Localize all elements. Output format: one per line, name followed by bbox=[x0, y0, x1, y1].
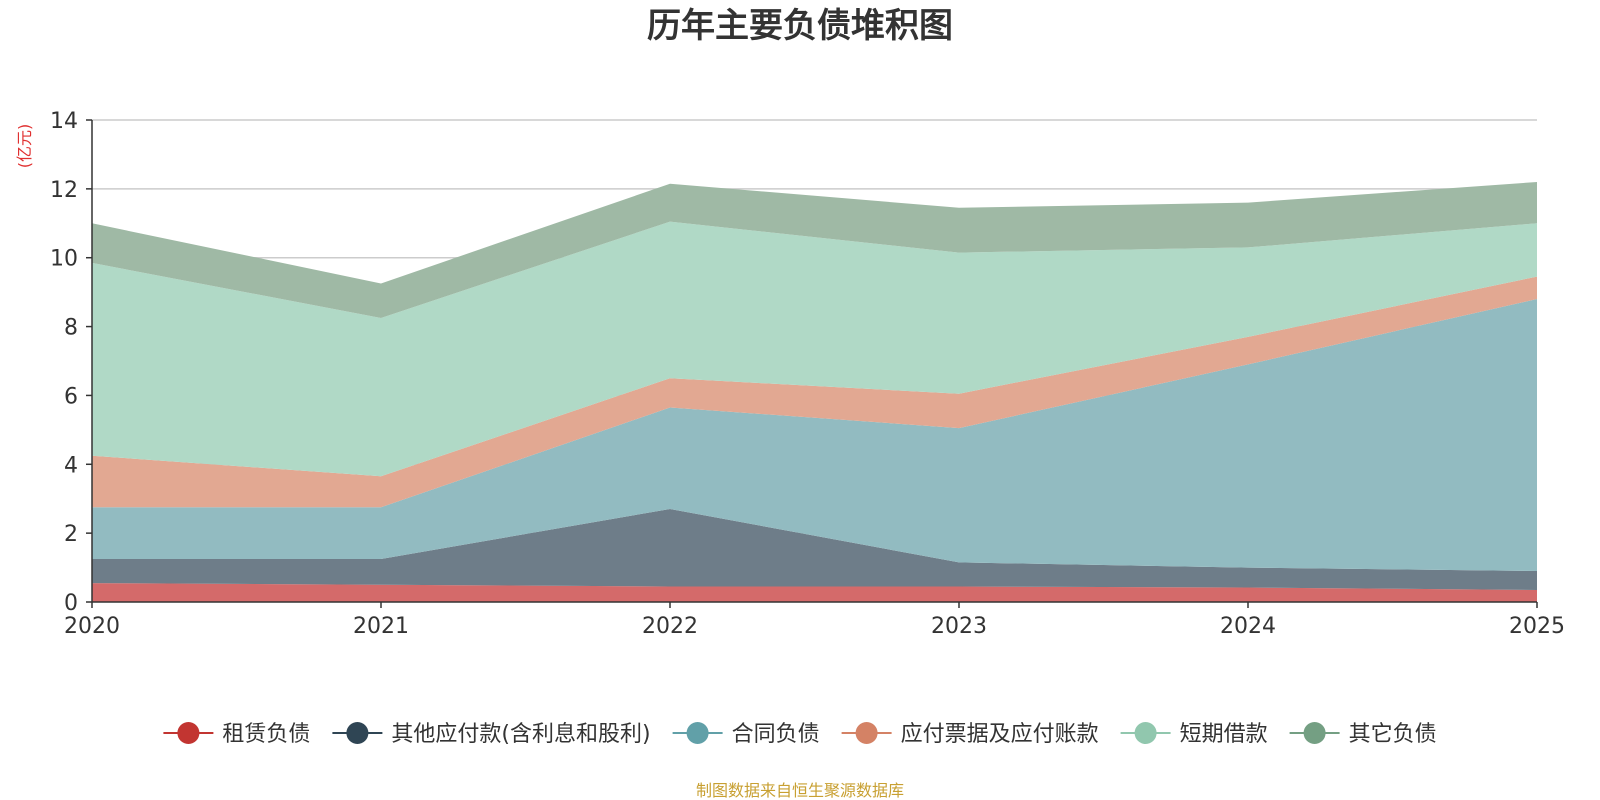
legend-marker-icon bbox=[686, 722, 709, 744]
y-tick-label: 10 bbox=[50, 247, 78, 272]
x-tick-label: 2022 bbox=[642, 614, 698, 639]
chart-title: 历年主要负债堆积图 bbox=[647, 6, 953, 46]
area-series-6[interactable] bbox=[92, 182, 1537, 318]
x-tick-label: 2025 bbox=[1509, 614, 1565, 639]
legend-item-2[interactable]: 其他应付款(含利息和股利) bbox=[332, 722, 651, 747]
legend-item-6[interactable]: 其它负债 bbox=[1289, 722, 1437, 747]
y-tick-label: 2 bbox=[64, 522, 78, 547]
y-tick-label: 4 bbox=[64, 453, 78, 478]
area-series-3[interactable] bbox=[92, 299, 1537, 571]
legend-marker-icon bbox=[855, 722, 878, 744]
legend-marker-icon bbox=[1303, 722, 1326, 744]
legend-marker-icon bbox=[177, 722, 200, 744]
legend-label: 合同负债 bbox=[732, 722, 820, 747]
legend-marker-icon bbox=[1134, 722, 1157, 744]
x-tick-label: 2020 bbox=[64, 614, 120, 639]
y-axis-ticks: 0 2 4 6 8 10 12 14 bbox=[50, 109, 92, 616]
legend-label: 短期借款 bbox=[1180, 722, 1268, 747]
area-series-2[interactable] bbox=[92, 509, 1537, 590]
legend-label: 应付票据及应付账款 bbox=[901, 722, 1099, 747]
x-tick-label: 2023 bbox=[931, 614, 987, 639]
area-series-5[interactable] bbox=[92, 221, 1537, 477]
area-series-1[interactable] bbox=[92, 583, 1537, 602]
area-layer bbox=[92, 182, 1537, 602]
area-series-4[interactable] bbox=[92, 276, 1537, 508]
legend-item-5[interactable]: 短期借款 bbox=[1120, 722, 1268, 747]
legend-item-1[interactable]: 租赁负债 bbox=[163, 722, 310, 747]
x-axis-ticks: 2020 2021 2022 2023 2024 2025 bbox=[64, 602, 1565, 639]
y-axis-unit-label: (亿元) bbox=[15, 124, 34, 169]
legend: 租赁负债 其他应付款(含利息和股利) 合同负债 应付票据及应付账款 短期借款 其它负债 bbox=[163, 722, 1437, 747]
y-tick-label: 12 bbox=[50, 178, 78, 203]
y-tick-label: 8 bbox=[64, 316, 78, 341]
legend-marker-icon bbox=[346, 722, 369, 744]
y-tick-label: 14 bbox=[50, 109, 78, 134]
legend-label: 其他应付款(含利息和股利) bbox=[391, 722, 650, 747]
legend-label: 其它负债 bbox=[1349, 722, 1437, 747]
x-tick-label: 2024 bbox=[1220, 614, 1276, 639]
y-tick-label: 0 bbox=[64, 591, 78, 616]
y-tick-label: 6 bbox=[64, 384, 78, 409]
legend-label: 租赁负债 bbox=[222, 722, 310, 747]
axes bbox=[91, 120, 1537, 603]
legend-item-3[interactable]: 合同负债 bbox=[672, 722, 820, 747]
source-note: 制图数据来自恒生聚源数据库 bbox=[696, 781, 904, 800]
x-tick-label: 2021 bbox=[353, 614, 409, 639]
legend-item-4[interactable]: 应付票据及应付账款 bbox=[841, 722, 1099, 747]
